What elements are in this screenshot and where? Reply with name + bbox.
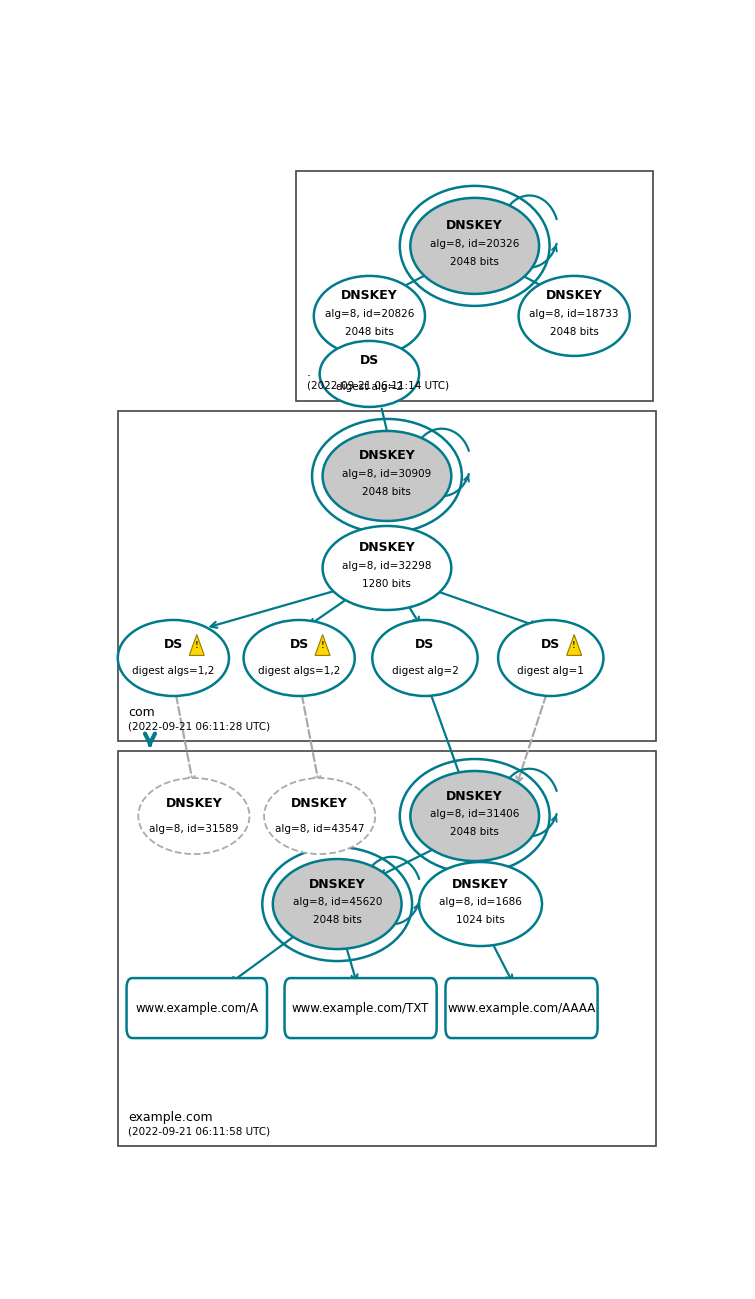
Ellipse shape — [519, 275, 630, 356]
Text: DS: DS — [290, 639, 309, 652]
Text: (2022-09-21 06:11:58 UTC): (2022-09-21 06:11:58 UTC) — [128, 1126, 270, 1137]
Text: alg=8, id=32298: alg=8, id=32298 — [342, 561, 432, 572]
Text: alg=8, id=31589: alg=8, id=31589 — [149, 824, 239, 834]
Text: alg=8, id=20326: alg=8, id=20326 — [430, 239, 519, 249]
Ellipse shape — [118, 620, 229, 696]
Text: 2048 bits: 2048 bits — [550, 327, 599, 336]
Text: DNSKEY: DNSKEY — [446, 220, 503, 233]
Text: DNSKEY: DNSKEY — [452, 878, 509, 891]
Text: DNSKEY: DNSKEY — [341, 290, 398, 303]
FancyBboxPatch shape — [445, 978, 598, 1038]
Text: example.com: example.com — [128, 1111, 213, 1124]
Text: digest alg=2: digest alg=2 — [336, 382, 403, 392]
Text: www.example.com/TXT: www.example.com/TXT — [292, 1002, 430, 1015]
Ellipse shape — [244, 620, 355, 696]
Text: alg=8, id=45620: alg=8, id=45620 — [292, 898, 382, 907]
Text: DS: DS — [164, 639, 183, 652]
Ellipse shape — [411, 772, 539, 861]
Text: digest alg=1: digest alg=1 — [517, 666, 584, 675]
FancyBboxPatch shape — [127, 978, 267, 1038]
Polygon shape — [315, 635, 330, 656]
Text: .: . — [307, 366, 311, 379]
Text: digest alg=2: digest alg=2 — [392, 666, 458, 675]
Text: DS: DS — [415, 639, 435, 652]
Text: 2048 bits: 2048 bits — [313, 914, 362, 925]
Text: DNSKEY: DNSKEY — [309, 878, 365, 891]
Text: DNSKEY: DNSKEY — [359, 542, 415, 555]
Ellipse shape — [322, 526, 451, 611]
Ellipse shape — [319, 340, 419, 407]
Text: 2048 bits: 2048 bits — [450, 257, 499, 266]
Text: 1280 bits: 1280 bits — [362, 579, 411, 588]
Text: alg=8, id=18733: alg=8, id=18733 — [529, 309, 619, 320]
Text: DNSKEY: DNSKEY — [165, 796, 222, 809]
Text: DNSKEY: DNSKEY — [446, 790, 503, 803]
Text: (2022-09-21 06:11:28 UTC): (2022-09-21 06:11:28 UTC) — [128, 721, 270, 731]
Polygon shape — [190, 635, 205, 656]
Ellipse shape — [138, 778, 249, 853]
FancyBboxPatch shape — [118, 751, 656, 1146]
Text: DS: DS — [541, 639, 560, 652]
Ellipse shape — [498, 620, 603, 696]
Text: www.example.com/A: www.example.com/A — [135, 1002, 258, 1015]
Text: (2022-09-21 06:11:14 UTC): (2022-09-21 06:11:14 UTC) — [307, 381, 449, 391]
FancyBboxPatch shape — [285, 978, 436, 1038]
Text: 2048 bits: 2048 bits — [345, 327, 394, 336]
FancyBboxPatch shape — [118, 410, 656, 740]
Text: DNSKEY: DNSKEY — [546, 290, 602, 303]
Ellipse shape — [411, 197, 539, 294]
Text: DNSKEY: DNSKEY — [359, 449, 415, 462]
Text: alg=8, id=30909: alg=8, id=30909 — [342, 469, 432, 479]
Text: !: ! — [321, 642, 325, 651]
Text: alg=8, id=20826: alg=8, id=20826 — [325, 309, 414, 320]
Ellipse shape — [314, 275, 425, 356]
FancyBboxPatch shape — [296, 171, 653, 401]
Text: DNSKEY: DNSKEY — [291, 796, 348, 809]
Text: 1024 bits: 1024 bits — [456, 914, 505, 925]
Text: alg=8, id=31406: alg=8, id=31406 — [430, 809, 519, 820]
Ellipse shape — [273, 859, 402, 950]
Ellipse shape — [322, 431, 451, 521]
Ellipse shape — [419, 863, 542, 946]
Text: DS: DS — [360, 355, 379, 368]
Text: www.example.com/AAAA: www.example.com/AAAA — [448, 1002, 596, 1015]
Text: digest algs=1,2: digest algs=1,2 — [132, 666, 214, 675]
Text: !: ! — [195, 642, 199, 651]
Ellipse shape — [372, 620, 478, 696]
Text: 2048 bits: 2048 bits — [450, 827, 499, 837]
Text: com: com — [128, 707, 155, 720]
Text: digest algs=1,2: digest algs=1,2 — [258, 666, 341, 675]
Polygon shape — [567, 635, 581, 656]
Text: !: ! — [572, 642, 576, 651]
Text: alg=8, id=1686: alg=8, id=1686 — [439, 898, 522, 907]
Text: 2048 bits: 2048 bits — [362, 487, 411, 498]
Ellipse shape — [264, 778, 375, 853]
Text: alg=8, id=43547: alg=8, id=43547 — [275, 824, 365, 834]
